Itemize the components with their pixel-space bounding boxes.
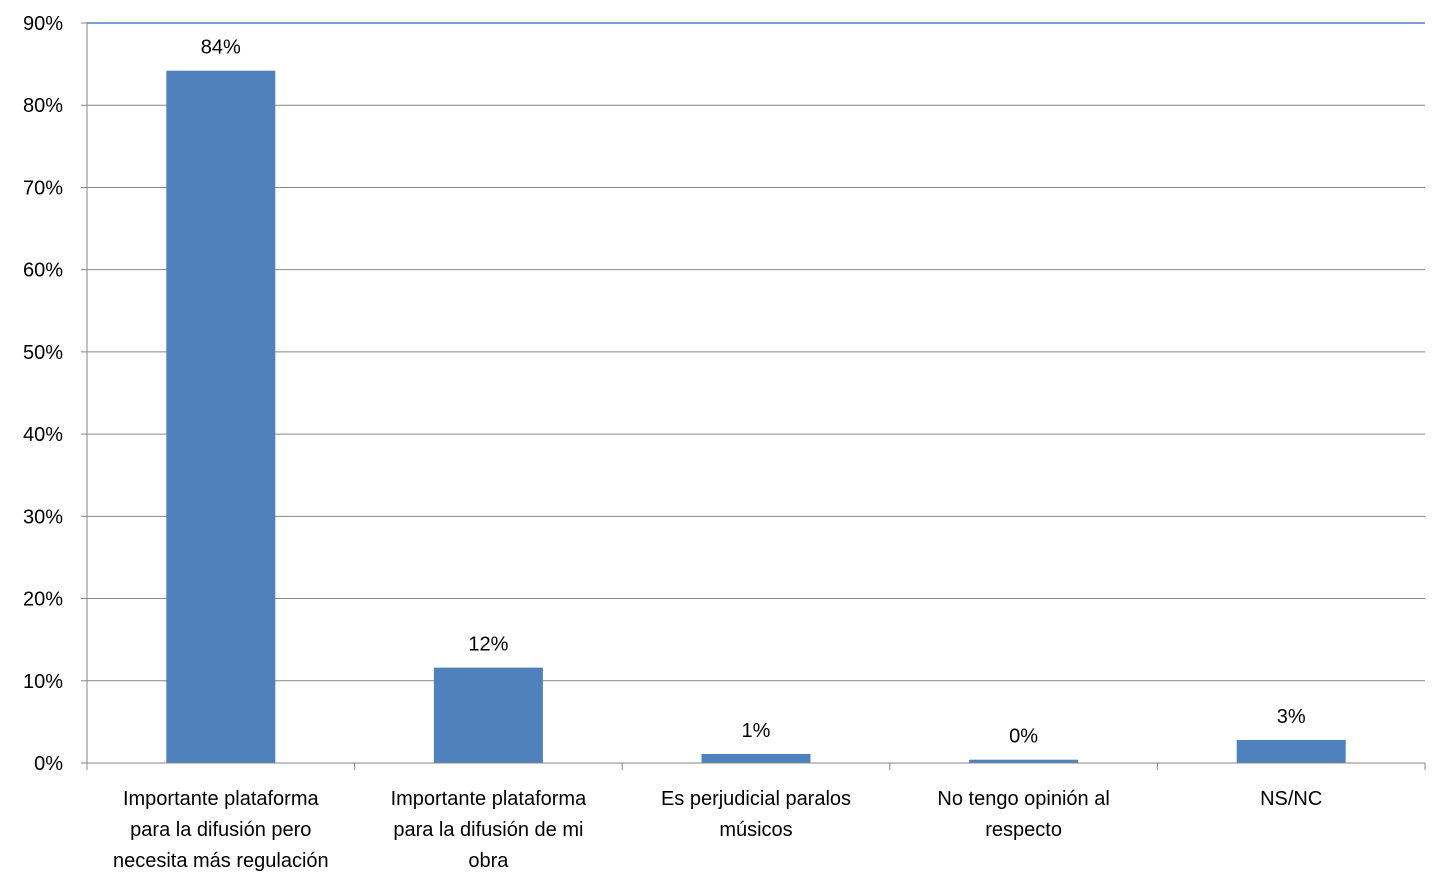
data-label: 3%	[1277, 706, 1306, 728]
y-tick-label: 70%	[23, 177, 63, 199]
axes	[81, 22, 1426, 770]
x-category-label-line: Es perjudicial paralos	[661, 788, 851, 810]
x-category-label-line: respecto	[985, 819, 1062, 841]
x-category-label-line: obra	[468, 850, 509, 872]
y-tick-label: 90%	[23, 13, 63, 35]
x-category-label: Importante plataforma para la difusión de…	[391, 788, 588, 872]
x-category-label-line: músicos	[719, 819, 792, 841]
bar	[969, 759, 1079, 763]
x-category-label-line: Importante plataforma	[123, 788, 320, 810]
x-category-label-line: No tengo opinión al	[937, 788, 1109, 810]
x-category-label-line: Importante plataforma	[391, 788, 588, 810]
y-tick-label: 10%	[23, 671, 63, 693]
y-tick-label: 0%	[34, 753, 63, 775]
labels: 0% 10% 20% 30% 40% 50% 60% 70% 80% 90% 84% 12% 1% 0% 3…	[23, 13, 1322, 872]
x-category-label: No tengo opinión al respecto	[937, 788, 1109, 841]
data-label: 0%	[1009, 726, 1038, 748]
bar	[1236, 739, 1346, 763]
bar	[166, 70, 276, 763]
bars	[166, 70, 1346, 763]
y-tick-label: 50%	[23, 342, 63, 364]
x-category-label-line: para la difusión pero	[130, 819, 311, 841]
data-label: 84%	[201, 37, 241, 59]
bar	[701, 753, 811, 763]
gridlines	[87, 22, 1425, 682]
x-category-label-line: para la difusión de mi	[393, 819, 583, 841]
x-category-label-line: necesita más regulación	[113, 850, 329, 872]
x-category-label: NS/NC	[1260, 788, 1322, 810]
x-category-label-line: NS/NC	[1260, 788, 1322, 810]
x-category-label: Importante plataforma para la difusión pe…	[113, 788, 329, 872]
y-tick-label: 80%	[23, 95, 63, 117]
data-label: 1%	[742, 720, 771, 742]
y-tick-label: 30%	[23, 506, 63, 528]
y-tick-label: 40%	[23, 424, 63, 446]
y-tick-label: 20%	[23, 589, 63, 611]
data-label: 12%	[468, 634, 508, 656]
bar	[433, 667, 543, 763]
x-category-label: Es perjudicial paralos músicos	[661, 788, 851, 841]
y-tick-label: 60%	[23, 260, 63, 282]
